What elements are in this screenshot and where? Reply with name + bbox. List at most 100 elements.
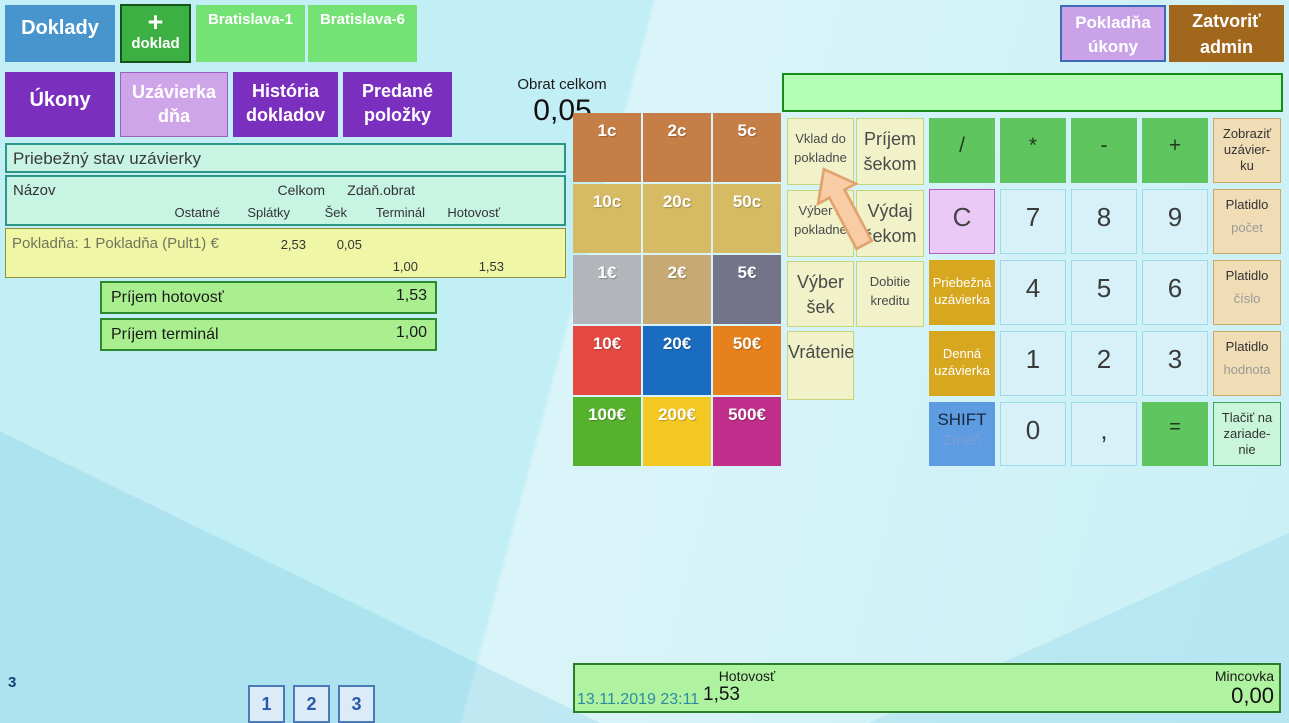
row-terminal-value: 1,00 <box>392 259 418 274</box>
priebezna-line2: uzávierka <box>934 292 990 307</box>
hotovost-label: Hotovosť <box>718 668 776 684</box>
denna-uzavierka-button[interactable]: Denná uzávierka <box>929 331 995 396</box>
divide-key[interactable]: / <box>929 118 995 183</box>
denom-button-5eur[interactable]: 5€ <box>713 255 781 324</box>
tlacit-line2: zariade- <box>1223 426 1271 441</box>
predane-polozky-button[interactable]: Predané položky <box>343 72 452 137</box>
column-zdan-obrat: Zdaň.obrat <box>347 182 415 198</box>
digit-9-key[interactable]: 9 <box>1142 189 1208 254</box>
ukony-button[interactable]: Úkony <box>5 72 115 137</box>
platidlo-cislo-button[interactable]: Platidlo číslo <box>1213 260 1281 325</box>
list-item-prijem-hotovost[interactable]: Príjem hotovosť 1,53 <box>100 281 437 314</box>
zobrazit-uzavierku-button[interactable]: Zobraziť uzávier- ku <box>1213 118 1281 183</box>
historia-dokladov-button[interactable]: História dokladov <box>233 72 338 137</box>
shift-key[interactable]: SHIFT Zmeň <box>929 402 995 466</box>
vratenie-button[interactable]: Vrátenie <box>787 331 854 400</box>
platidlo-pocet-label: Platidlo <box>1225 197 1269 212</box>
denom-button-2eur[interactable]: 2€ <box>643 255 711 324</box>
vklad-line2: pokladne <box>794 150 847 165</box>
minus-key[interactable]: - <box>1071 118 1137 183</box>
table-row[interactable]: Pokladňa: 1 Pokladňa (Pult1) € 2,53 0,05… <box>5 228 566 278</box>
row-zdan-obrat-value: 0,05 <box>336 237 362 252</box>
shift-label: SHIFT <box>937 410 987 429</box>
plus-icon: + <box>147 7 164 37</box>
plus-key[interactable]: + <box>1142 118 1208 183</box>
page-button-1[interactable]: 1 <box>248 685 285 723</box>
tlacit-line3: nie <box>1238 442 1256 457</box>
digit-1-key[interactable]: 1 <box>1000 331 1066 396</box>
page-indicator: 3 <box>8 674 17 691</box>
calculator-display[interactable] <box>782 73 1283 112</box>
register-name: Pokladňa: 1 Pokladňa (Pult1) € <box>12 235 219 252</box>
column-sek: Šek <box>324 205 347 220</box>
zobrazit-line1: Zobraziť <box>1222 126 1272 141</box>
tlacit-na-zariadenie-button[interactable]: Tlačiť na zariade- nie <box>1213 402 1281 466</box>
denna-line2: uzávierka <box>934 363 990 378</box>
comma-key[interactable]: , <box>1071 402 1137 466</box>
digit-0-key[interactable]: 0 <box>1000 402 1066 466</box>
summary-title: Priebežný stav uzávierky <box>5 143 566 173</box>
close-admin-button[interactable]: Zatvoriť admin <box>1169 5 1284 62</box>
denom-button-50eur[interactable]: 50€ <box>713 326 781 395</box>
uzavierka-dna-button[interactable]: Uzávierka dňa <box>120 72 228 137</box>
digit-6-key[interactable]: 6 <box>1142 260 1208 325</box>
new-document-button[interactable]: + doklad <box>120 4 191 63</box>
denom-button-20eur[interactable]: 20€ <box>643 326 711 395</box>
digit-2-key[interactable]: 2 <box>1071 331 1137 396</box>
mincovka-value: 0,00 <box>1231 683 1274 708</box>
platidlo-pocet-sublabel: počet <box>1231 220 1263 235</box>
mincovka-label: Mincovka <box>1214 668 1274 684</box>
priebezna-uzavierka-button[interactable]: Priebežná uzávierka <box>929 260 995 325</box>
column-terminal: Terminál <box>375 205 425 220</box>
denom-button-100eur[interactable]: 100€ <box>573 397 641 466</box>
vklad-line1: Vklad do <box>795 131 846 146</box>
denom-button-10c[interactable]: 10c <box>573 184 641 253</box>
denom-button-1c[interactable]: 1c <box>573 113 641 182</box>
dobitie-kreditu-button[interactable]: Dobitie kreditu <box>856 261 924 327</box>
platidlo-pocet-button[interactable]: Platidlo počet <box>1213 189 1281 254</box>
clear-key[interactable]: C <box>929 189 995 254</box>
income-label: Príjem terminál <box>111 326 219 343</box>
digit-4-key[interactable]: 4 <box>1000 260 1066 325</box>
zobrazit-line3: ku <box>1240 158 1254 173</box>
prijem-sekom-button[interactable]: Príjem šekom <box>856 118 924 185</box>
vyber-z-line2: pokladne <box>794 222 847 237</box>
page-button-2[interactable]: 2 <box>293 685 330 723</box>
store-tab-bratislava-6[interactable]: Bratislava-6 <box>308 5 417 62</box>
platidlo-cislo-sublabel: číslo <box>1233 291 1261 306</box>
denom-button-200eur[interactable]: 200€ <box>643 397 711 466</box>
platidlo-hodnota-button[interactable]: Platidlo hodnota <box>1213 331 1281 396</box>
vklad-do-pokladne-button[interactable]: Vklad do pokladne <box>787 118 854 185</box>
denna-line1: Denná <box>942 346 982 361</box>
column-nazov: Názov <box>13 182 56 199</box>
denom-button-2c[interactable]: 2c <box>643 113 711 182</box>
denom-button-50c[interactable]: 50c <box>713 184 781 253</box>
pokladna-ukony-button[interactable]: Pokladňa úkony <box>1060 5 1166 62</box>
pokladna-ukony-line1: Pokladňa <box>1075 13 1151 32</box>
doklady-button[interactable]: Doklady <box>5 5 115 62</box>
vydaj-sekom-button[interactable]: Výdaj šekom <box>856 190 924 257</box>
column-celkom: Celkom <box>277 182 325 198</box>
vydaj-sekom-line1: Výdaj <box>867 201 913 221</box>
denom-button-10eur[interactable]: 10€ <box>573 326 641 395</box>
priebezna-line1: Priebežná <box>932 275 992 290</box>
equals-key[interactable]: = <box>1142 402 1208 466</box>
store-tab-bratislava-1[interactable]: Bratislava-1 <box>196 5 305 62</box>
vyber-sek-button[interactable]: Výber šek <box>787 261 854 327</box>
digit-3-key[interactable]: 3 <box>1142 331 1208 396</box>
digit-5-key[interactable]: 5 <box>1071 260 1137 325</box>
platidlo-hodnota-label: Platidlo <box>1225 339 1269 354</box>
income-value: 1,53 <box>395 287 427 304</box>
digit-7-key[interactable]: 7 <box>1000 189 1066 254</box>
denom-button-5c[interactable]: 5c <box>713 113 781 182</box>
list-item-prijem-terminal[interactable]: Príjem terminál 1,00 <box>100 318 437 351</box>
denom-button-1eur[interactable]: 1€ <box>573 255 641 324</box>
multiply-key[interactable]: * <box>1000 118 1066 183</box>
denom-button-20c[interactable]: 20c <box>643 184 711 253</box>
prijem-sekom-line1: Príjem <box>863 129 916 149</box>
page-button-3[interactable]: 3 <box>338 685 375 723</box>
digit-8-key[interactable]: 8 <box>1071 189 1137 254</box>
vydaj-sekom-line2: šekom <box>863 226 917 246</box>
denom-button-500eur[interactable]: 500€ <box>713 397 781 466</box>
